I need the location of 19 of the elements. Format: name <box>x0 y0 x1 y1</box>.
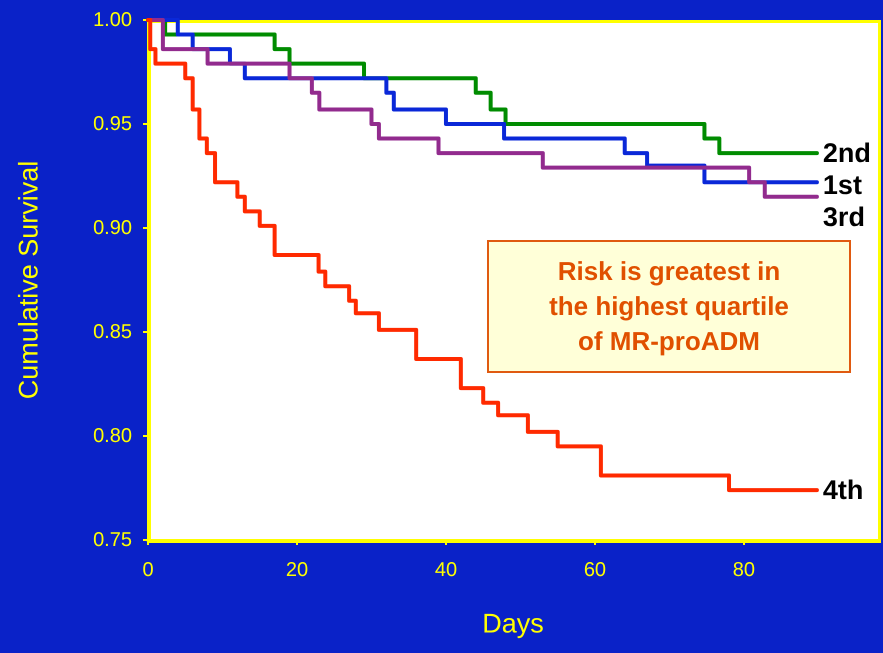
note-box: Risk is greatest in the highest quartile of MR-proADM <box>487 240 851 373</box>
x-tick-label: 20 <box>286 559 308 581</box>
x-tick-label: 40 <box>434 559 458 581</box>
y-tick-label: 0.95 <box>93 113 132 135</box>
annotation: Risk is greatest in the highest quartile of MR-proADM <box>549 255 789 358</box>
y-tick-label: 0.90 <box>93 217 132 239</box>
series-label: 4th <box>822 475 864 506</box>
x-tick-label: 60 <box>584 559 606 581</box>
x-tick-label: 80 <box>732 559 756 581</box>
x-tick-label: 0 <box>142 559 154 581</box>
y-tick-label: 0.85 <box>93 321 132 343</box>
y-axis-title: Cumulative Survival <box>14 160 44 400</box>
y-tick-label: 0.80 <box>93 425 132 447</box>
y-tick-label: 0.75 <box>93 529 132 551</box>
series-label: 1st <box>822 170 862 200</box>
x-axis-title: Days <box>482 608 544 638</box>
series-label: 3rd <box>822 202 865 232</box>
y-tick-label: 1.00 <box>93 9 132 31</box>
series-label: 2nd <box>822 138 871 168</box>
